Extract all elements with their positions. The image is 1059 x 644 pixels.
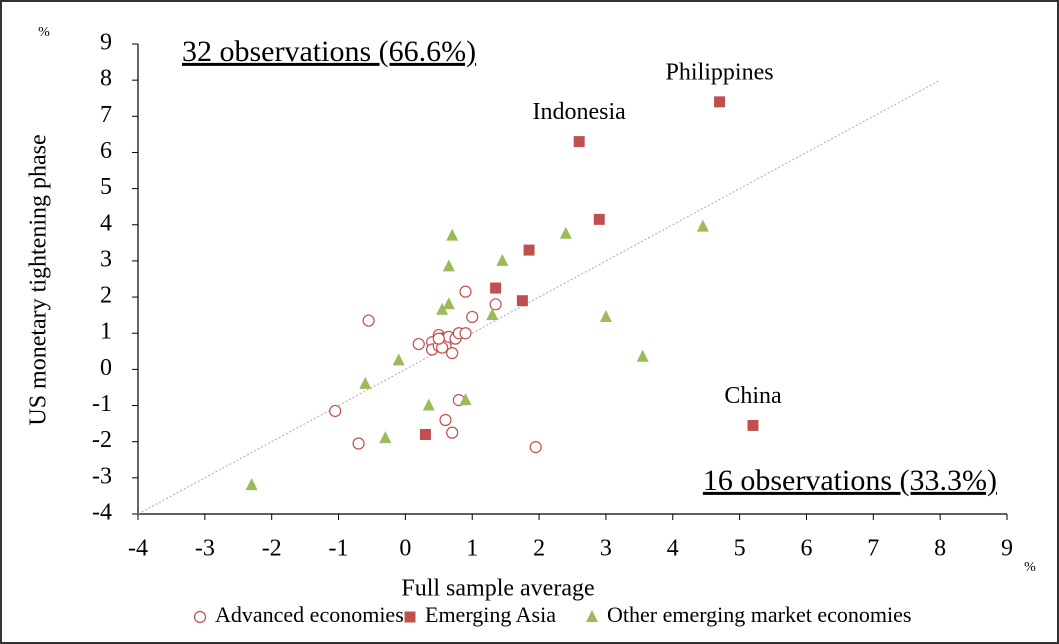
lower-note: 16 observations (33.3%) <box>703 464 997 497</box>
point-annotation: China <box>724 383 782 409</box>
point <box>422 398 435 411</box>
point <box>446 426 459 439</box>
x-tick-label: 7 <box>867 536 879 562</box>
point <box>392 353 405 366</box>
point <box>573 136 585 148</box>
legend-marker <box>404 611 416 623</box>
point <box>636 349 649 362</box>
x-tick-label: 1 <box>466 536 478 562</box>
upper-note: 32 observations (66.6%) <box>182 35 476 68</box>
x-tick-label: 0 <box>399 536 411 562</box>
point <box>496 253 509 266</box>
x-tick-label: 5 <box>734 536 746 562</box>
point <box>359 376 372 389</box>
point <box>329 404 342 418</box>
x-tick-label: 2 <box>533 536 545 562</box>
point <box>419 428 431 440</box>
point <box>489 298 502 311</box>
point <box>459 327 472 340</box>
point <box>459 393 472 406</box>
point <box>466 310 479 324</box>
point <box>490 282 502 294</box>
y-tick-label: 9 <box>100 30 112 56</box>
y-unit: % <box>38 25 50 40</box>
x-tick-label: -1 <box>329 536 349 562</box>
x-tick-label: -4 <box>128 536 148 562</box>
x-tick-label: -2 <box>262 536 282 562</box>
y-tick-label: 3 <box>100 246 112 272</box>
y-tick-label: -3 <box>92 463 112 489</box>
point <box>442 259 455 272</box>
point <box>599 309 612 322</box>
point-annotation: Philippines <box>666 59 774 85</box>
point <box>559 226 572 239</box>
y-tick-label: 4 <box>100 210 112 236</box>
point <box>436 302 449 315</box>
x-tick-label: -3 <box>195 536 215 562</box>
legend-label: Emerging Asia <box>425 602 556 627</box>
x-tick-label: 9 <box>1001 536 1013 562</box>
y-tick-label: 1 <box>100 319 112 345</box>
x-tick-label: 3 <box>600 536 612 562</box>
point <box>432 332 445 345</box>
y-tick-label: -2 <box>92 427 112 453</box>
point <box>362 314 375 327</box>
legend-label: Other emerging market economies <box>607 602 911 627</box>
point <box>593 213 605 225</box>
point <box>245 478 258 491</box>
x-tick-label: 4 <box>667 536 679 562</box>
y-tick-label: -1 <box>92 391 112 417</box>
legend-label: Advanced economies <box>215 602 404 627</box>
y-tick-label: 7 <box>100 102 112 128</box>
y-tick-label: 2 <box>100 283 112 309</box>
y-tick-label: 0 <box>100 355 112 381</box>
point <box>412 337 425 351</box>
point <box>379 431 392 444</box>
point <box>529 441 542 454</box>
point <box>459 285 472 298</box>
point-annotation: Indonesia <box>533 99 627 125</box>
y-tick-label: -4 <box>92 500 112 526</box>
x-tick-label: 6 <box>800 536 812 562</box>
x-unit: % <box>1024 560 1036 575</box>
point <box>352 437 365 450</box>
y-axis-title: US monetary tightening phase <box>26 134 52 425</box>
legend-marker <box>586 610 598 622</box>
y-tick-label: 5 <box>100 174 112 200</box>
point <box>747 419 759 431</box>
point <box>516 295 528 307</box>
point <box>486 308 499 321</box>
point <box>442 297 455 310</box>
y-tick-label: 8 <box>100 66 112 92</box>
point <box>696 219 709 232</box>
x-axis-title: Full sample average <box>401 576 594 602</box>
legend-marker <box>193 610 207 624</box>
point <box>523 244 535 256</box>
x-tick-label: 8 <box>934 536 946 562</box>
y-tick-label: 6 <box>100 138 112 164</box>
point <box>439 413 452 427</box>
point <box>446 228 459 241</box>
point <box>446 347 459 360</box>
point <box>714 96 726 108</box>
